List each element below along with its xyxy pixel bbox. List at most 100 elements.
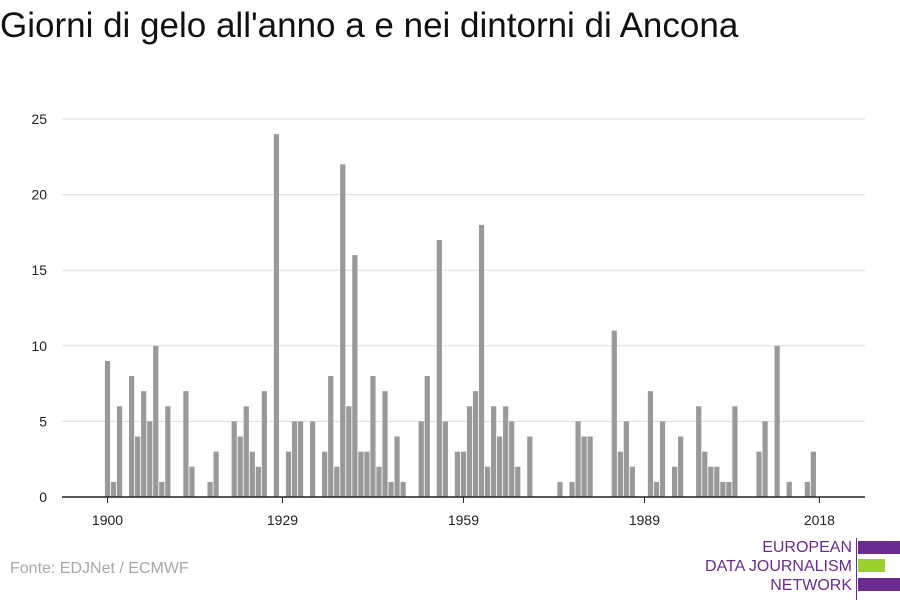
y-tick-label: 15 (31, 262, 47, 278)
bar-1924 (249, 451, 255, 497)
x-axis-labels: 1900 1929 1959 1989 2018 (92, 497, 835, 528)
bar-1942 (358, 451, 364, 497)
bar-1938 (334, 466, 340, 497)
bar-1959 (460, 451, 467, 497)
y-axis-labels: 0 5 10 15 20 25 (31, 111, 47, 505)
logo-bar-top (858, 541, 900, 554)
bar-1970 (527, 436, 533, 497)
bar-1901 (110, 481, 117, 497)
bar-1975 (557, 481, 563, 497)
bar-1917 (207, 481, 213, 497)
bar-1941 (352, 255, 358, 497)
bar-1936 (322, 451, 328, 497)
bar-2016 (804, 481, 810, 497)
bar-1994 (672, 466, 678, 497)
bar-1961 (472, 391, 479, 497)
bar-1948 (394, 436, 400, 497)
bar-1905 (135, 436, 141, 497)
bar-1907 (147, 421, 153, 497)
logo-bar-bottom (858, 578, 900, 591)
bar-1900 (104, 360, 111, 497)
bar-1964 (491, 406, 497, 497)
logo-text-line3: NETWORK (770, 577, 852, 594)
bar-1998 (696, 406, 702, 497)
bar-1908 (153, 345, 159, 497)
bar-1934 (310, 421, 316, 497)
bar-1995 (678, 436, 684, 497)
bar-1944 (370, 376, 376, 497)
bar-2004 (732, 406, 738, 497)
bar-1913 (183, 391, 189, 497)
logo-text-line1: EUROPEAN (762, 539, 852, 556)
bar-1987 (629, 466, 635, 497)
bar-1999 (702, 451, 708, 497)
bar-2000 (708, 466, 714, 497)
bar-1922 (237, 436, 243, 497)
y-tick-label: 10 (31, 338, 47, 354)
bar-1967 (509, 421, 515, 497)
bar-1931 (291, 421, 298, 497)
bar-1958 (454, 451, 461, 497)
bar-1952 (418, 421, 424, 497)
chart-title: Giorni di gelo all'anno a e nei dintorni… (0, 6, 739, 45)
bar-1991 (653, 481, 660, 497)
bar-2011 (774, 345, 780, 497)
logo-bar-middle (858, 559, 885, 572)
bar-1985 (617, 451, 623, 497)
bar-1953 (424, 376, 430, 497)
x-tick-label: 2018 (804, 512, 835, 528)
edjnet-logo: EUROPEAN DATA JOURNALISM NETWORK (680, 538, 900, 600)
bar-1945 (376, 466, 382, 497)
x-tick-label: 1959 (448, 512, 479, 528)
bar-1909 (159, 481, 165, 497)
bar-1904 (129, 376, 135, 497)
bar-1910 (165, 406, 171, 497)
logo-divider (856, 538, 857, 600)
bar-1984 (611, 330, 617, 497)
bar-1977 (569, 481, 575, 497)
bar-1956 (442, 421, 448, 497)
logo-text-line2: DATA JOURNALISM (705, 558, 852, 575)
bar-2009 (762, 421, 768, 497)
bar-1932 (297, 421, 304, 497)
bar-2002 (720, 481, 726, 497)
bar-1914 (189, 466, 195, 497)
bar-1990 (647, 391, 654, 497)
bar-2017 (810, 451, 816, 497)
x-tick-label: 1900 (92, 512, 123, 528)
bar-1902 (116, 406, 123, 497)
bar-1940 (346, 406, 352, 497)
bar-1943 (364, 451, 370, 497)
bar-1979 (581, 436, 587, 497)
x-tick-label: 1989 (629, 512, 660, 528)
bar-1947 (388, 481, 394, 497)
bar-1906 (141, 391, 147, 497)
bar-1930 (285, 451, 292, 497)
bar-1926 (261, 391, 267, 497)
bar-1960 (466, 406, 473, 497)
bars (104, 134, 816, 498)
bar-1962 (478, 224, 485, 497)
bar-1949 (400, 481, 406, 497)
bar-1965 (497, 436, 503, 497)
bar-2003 (726, 481, 732, 497)
bar-1986 (623, 421, 629, 497)
y-tick-label: 25 (31, 111, 47, 127)
bar-1946 (382, 391, 388, 497)
bar-1925 (255, 466, 261, 497)
y-tick-label: 20 (31, 187, 47, 203)
bar-1928 (273, 134, 280, 497)
bar-1966 (503, 406, 509, 497)
bar-2013 (786, 481, 792, 497)
source-note: Fonte: EDJNet / ECMWF (10, 560, 189, 577)
x-tick-label: 1929 (267, 512, 298, 528)
bar-2008 (756, 451, 762, 497)
y-tick-label: 5 (39, 413, 47, 429)
bar-1923 (243, 406, 249, 497)
bar-1980 (587, 436, 593, 497)
bar-2001 (714, 466, 720, 497)
y-tick-label: 0 (39, 489, 47, 505)
bar-1921 (231, 421, 237, 497)
grid-lines (62, 118, 865, 422)
